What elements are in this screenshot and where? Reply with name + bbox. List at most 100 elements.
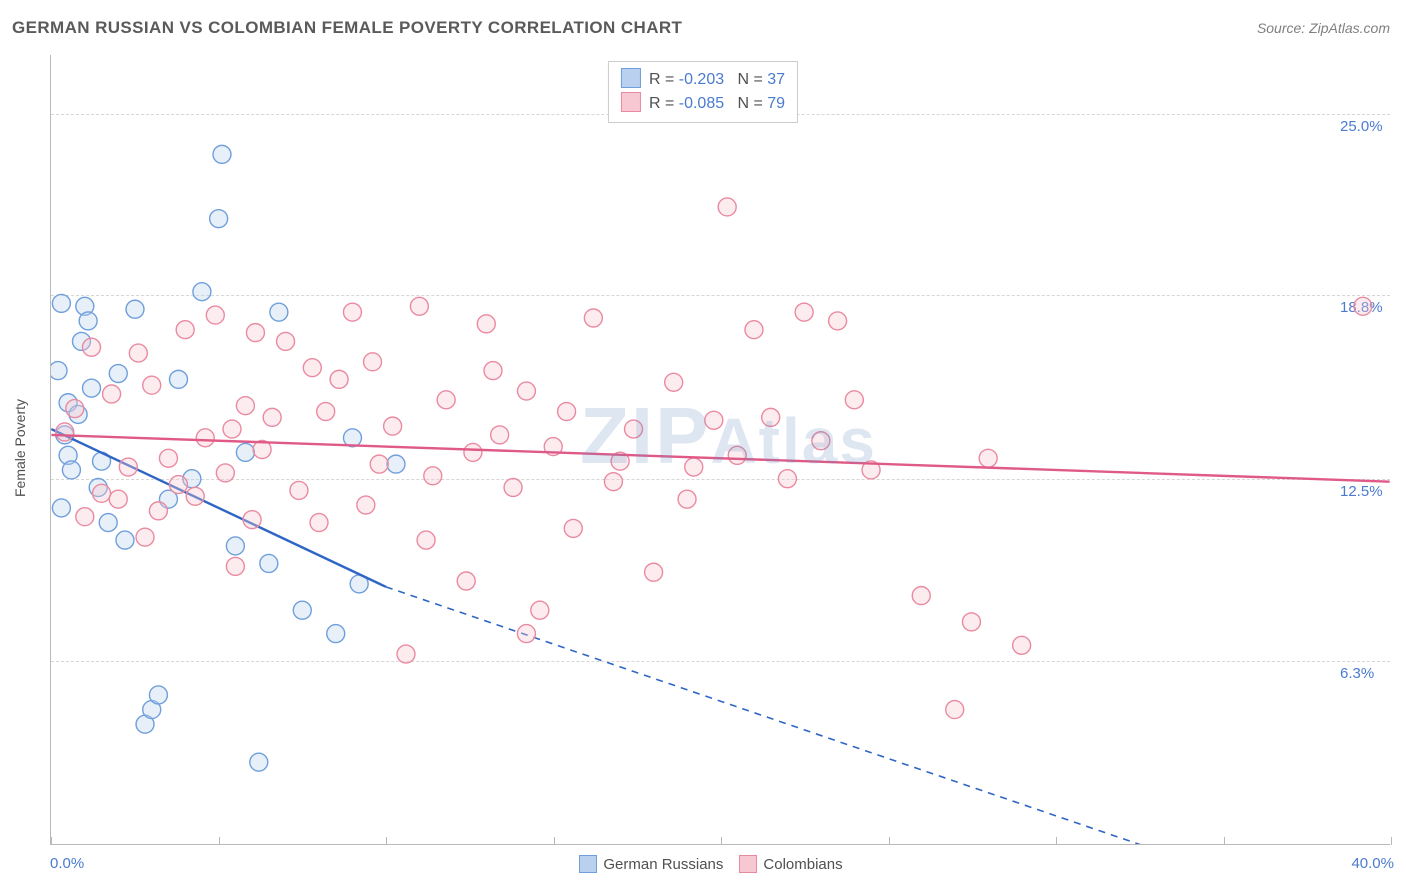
data-point [129, 344, 147, 362]
data-point [103, 385, 121, 403]
data-point [862, 461, 880, 479]
data-point [250, 753, 268, 771]
data-point [253, 441, 271, 459]
data-point [762, 408, 780, 426]
data-point [364, 353, 382, 371]
data-point [290, 481, 308, 499]
gridline [51, 479, 1390, 480]
x-tick [1391, 837, 1392, 845]
data-point [330, 370, 348, 388]
data-point [517, 625, 535, 643]
x-tick [1224, 837, 1225, 845]
data-point [504, 479, 522, 497]
data-point [176, 321, 194, 339]
n-value: 37 [767, 71, 785, 88]
data-point [795, 303, 813, 321]
data-point [645, 563, 663, 581]
data-point [564, 519, 582, 537]
data-point [119, 458, 137, 476]
n-label: N = [724, 95, 767, 112]
data-point [260, 554, 278, 572]
legend-label: Colombians [763, 856, 842, 873]
data-point [370, 455, 388, 473]
data-point [277, 332, 295, 350]
plot-area [50, 55, 1390, 845]
data-point [310, 514, 328, 532]
y-tick-label: 12.5% [1340, 483, 1383, 500]
data-point [912, 587, 930, 605]
data-point [845, 391, 863, 409]
data-point [52, 294, 70, 312]
x-tick [554, 837, 555, 845]
data-point [149, 686, 167, 704]
gridline [51, 295, 1390, 296]
data-point [159, 490, 177, 508]
legend-swatch [739, 855, 757, 873]
data-point [109, 490, 127, 508]
data-point [143, 701, 161, 719]
data-point [52, 499, 70, 517]
data-point [79, 312, 97, 330]
y-axis-label: Female Poverty [12, 399, 28, 497]
data-point [685, 458, 703, 476]
data-point [59, 394, 77, 412]
data-point [69, 405, 87, 423]
data-point [236, 443, 254, 461]
y-tick-label: 18.8% [1340, 299, 1383, 316]
data-point [246, 324, 264, 342]
data-point [384, 417, 402, 435]
data-point [387, 455, 405, 473]
data-point [186, 487, 204, 505]
data-point [270, 303, 288, 321]
x-tick [1056, 837, 1057, 845]
data-point [226, 537, 244, 555]
data-point [109, 365, 127, 383]
r-value: -0.203 [679, 71, 724, 88]
trend-line [51, 435, 1389, 482]
data-point [517, 382, 535, 400]
data-point [829, 312, 847, 330]
data-point [76, 297, 94, 315]
data-point [678, 490, 696, 508]
data-point [625, 420, 643, 438]
data-point [604, 473, 622, 491]
data-point [728, 446, 746, 464]
data-point [350, 575, 368, 593]
n-label: N = [724, 71, 767, 88]
legend-row: R = -0.085 N = 79 [621, 92, 785, 116]
data-point [531, 601, 549, 619]
data-point [213, 145, 231, 163]
legend-swatch [579, 855, 597, 873]
x-tick [51, 837, 52, 845]
data-point [99, 514, 117, 532]
data-point [705, 411, 723, 429]
data-point [136, 715, 154, 733]
x-tick [721, 837, 722, 845]
data-point [484, 362, 502, 380]
data-point [223, 420, 241, 438]
legend-label: German Russians [603, 856, 723, 873]
data-point [477, 315, 495, 333]
data-point [263, 408, 281, 426]
data-point [558, 403, 576, 421]
data-point [89, 479, 107, 497]
data-point [327, 625, 345, 643]
data-point [962, 613, 980, 631]
data-point [437, 391, 455, 409]
x-tick [889, 837, 890, 845]
data-point [491, 426, 509, 444]
data-point [93, 484, 111, 502]
data-point [193, 283, 211, 301]
data-point [611, 452, 629, 470]
data-point [343, 429, 361, 447]
data-point [62, 461, 80, 479]
data-point [979, 449, 997, 467]
data-point [159, 449, 177, 467]
n-value: 79 [767, 95, 785, 112]
data-point [293, 601, 311, 619]
chart-svg [51, 55, 1390, 844]
data-point [464, 443, 482, 461]
y-tick-label: 6.3% [1340, 665, 1374, 682]
data-point [196, 429, 214, 447]
data-point [317, 403, 335, 421]
